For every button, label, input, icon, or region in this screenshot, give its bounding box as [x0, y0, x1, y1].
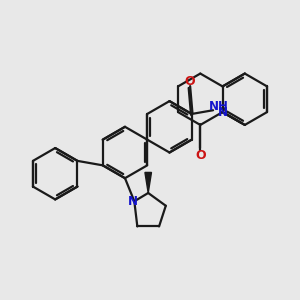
Text: N: N [218, 106, 228, 118]
Text: O: O [184, 75, 195, 88]
Polygon shape [145, 172, 152, 193]
Text: NH: NH [209, 100, 229, 113]
Text: N: N [128, 195, 138, 208]
Text: O: O [195, 149, 206, 162]
